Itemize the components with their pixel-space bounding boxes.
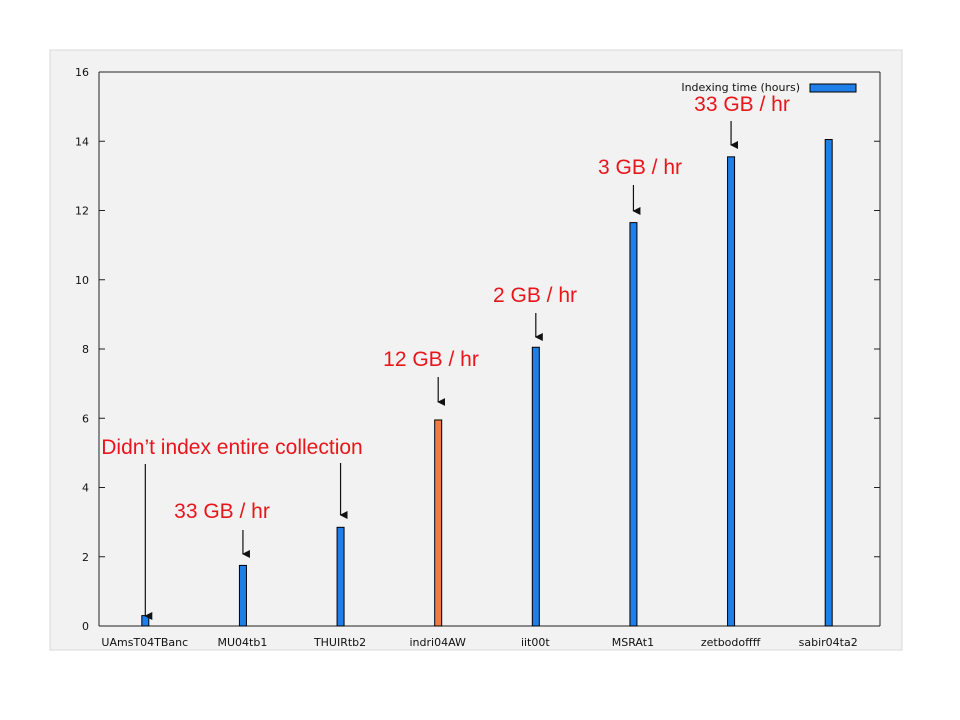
x-tick-label: MSRAt1 (612, 636, 654, 649)
bar (434, 419, 443, 627)
bar (336, 526, 345, 627)
y-tick-label: 8 (82, 343, 89, 356)
annotation-labels: Didn’t index entire collection 33 GB / hr… (101, 93, 790, 523)
plot-frame (49, 49, 903, 651)
annotation-label: Didn’t index entire collection (101, 436, 362, 459)
y-tick-label: 2 (82, 551, 89, 564)
annotation-label: 33 GB / hr (174, 500, 270, 523)
y-tick-label: 10 (75, 274, 89, 287)
bar (727, 156, 736, 627)
x-tick-label: THUIRtb2 (313, 636, 366, 649)
x-tick-label: zetbodoffff (701, 636, 761, 649)
bar (531, 346, 540, 627)
x-tick-label: MU04tb1 (218, 636, 268, 649)
bar (238, 564, 247, 627)
x-tick-label: iit00t (521, 636, 550, 649)
legend-label: Indexing time (hours) (681, 81, 800, 94)
y-tick-label: 14 (75, 135, 89, 148)
bar (141, 615, 150, 627)
bar (824, 139, 833, 627)
annotation-arrows (144, 121, 739, 620)
y-tick-label: 12 (75, 205, 89, 218)
legend-swatch (809, 83, 857, 93)
y-axis-ticks: 0 2 4 6 8 10 12 14 16 (75, 66, 881, 633)
y-tick-label: 16 (75, 66, 89, 79)
y-tick-label: 6 (82, 412, 89, 425)
annotation-label: 3 GB / hr (598, 156, 682, 179)
legend: Indexing time (hours) (681, 81, 857, 94)
x-tick-label: sabir04ta2 (799, 636, 858, 649)
annotation-label: 33 GB / hr (694, 93, 790, 116)
x-tick-label: indri04AW (409, 636, 466, 649)
bars-group (141, 139, 833, 627)
x-axis-ticks: UAmsT04TBanc MU04tb1 THUIRtb2 indri04AW iit0… (101, 636, 857, 649)
y-tick-label: 0 (82, 620, 89, 633)
x-tick-label: UAmsT04TBanc (101, 636, 188, 649)
bar (629, 222, 638, 627)
y-tick-label: 4 (82, 482, 89, 495)
annotation-label: 12 GB / hr (383, 348, 479, 371)
annotation-label: 2 GB / hr (493, 284, 577, 307)
